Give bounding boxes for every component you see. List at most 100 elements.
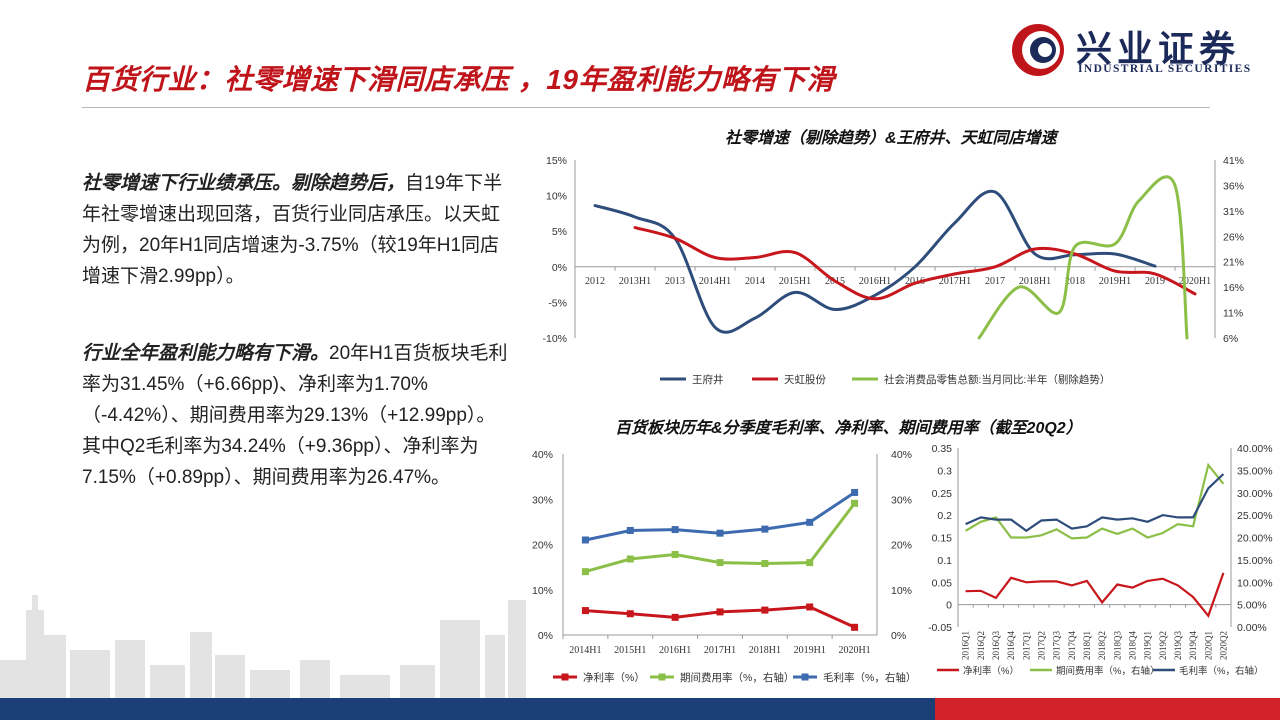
- data-point-2: [995, 516, 997, 518]
- data-point-2: [1154, 272, 1157, 275]
- data-point-3: [1138, 199, 1141, 202]
- y-tick-label-left: 0%: [552, 262, 567, 274]
- y-tick-label-right: 40.00%: [1237, 443, 1273, 455]
- data-point-2: [1177, 523, 1179, 525]
- data-point-2: [1034, 248, 1037, 251]
- y-tick-label-right: 11%: [1223, 308, 1243, 320]
- x-tick-label: 2018Q3: [1112, 631, 1122, 660]
- data-point-3: [1131, 517, 1133, 519]
- data-point-2: [754, 256, 757, 259]
- data-marker-3: [851, 488, 859, 496]
- x-tick-label: 2014H1: [699, 276, 731, 287]
- data-marker-2: [806, 559, 814, 567]
- legend-label-2: 期间费用率（%，右轴）: [680, 671, 794, 684]
- data-point-2: [1056, 528, 1058, 530]
- data-point-3: [1025, 530, 1027, 532]
- logo-english-name: INDUSTRIAL SECURITIES: [1078, 63, 1252, 75]
- y-tick-label-left: -10%: [542, 333, 567, 345]
- series-line-1: [965, 572, 1225, 619]
- data-marker-1: [761, 606, 769, 614]
- legend-label-1: 净利率（%）: [583, 671, 645, 684]
- data-point-3: [1162, 514, 1164, 516]
- data-marker-3: [716, 529, 724, 537]
- x-tick-label: 2018Q2: [1097, 631, 1107, 660]
- x-tick-label: 2015H1: [779, 276, 811, 287]
- data-point-2: [1192, 525, 1194, 527]
- data-point-1: [1040, 580, 1042, 582]
- y-tick-label-right: 0.00%: [1237, 622, 1267, 634]
- data-point-2: [1086, 537, 1088, 539]
- data-point-3: [1116, 519, 1118, 521]
- paragraph-1: 社零增速下行业绩承压。剔除趋势后，自19年下半年社零增速出现回落，百货行业同店承…: [82, 168, 512, 292]
- data-marker-1: [626, 610, 634, 618]
- data-point-2: [874, 297, 877, 300]
- y-tick-label-left: 10%: [532, 585, 553, 597]
- x-tick-label: 2016Q4: [1006, 631, 1016, 660]
- footer-bar-red: [935, 698, 1280, 720]
- data-point-1: [1056, 580, 1058, 582]
- data-point-1: [1025, 581, 1027, 583]
- y-tick-label-left: -5%: [548, 297, 567, 309]
- y-tick-label-right: 36%: [1223, 180, 1244, 192]
- y-tick-label-right: 31%: [1223, 206, 1244, 218]
- x-tick-label: 2016Q1: [961, 631, 971, 660]
- data-point-2: [1194, 292, 1197, 295]
- data-point-1: [1177, 584, 1179, 586]
- x-tick-label: 2017: [985, 276, 1005, 287]
- x-tick-label: 2020H1: [1179, 276, 1211, 287]
- data-point-1: [714, 326, 717, 329]
- data-point-1: [1116, 583, 1118, 585]
- brand-logo: 兴业证券 INDUSTRIAL SECURITIES: [1010, 20, 1265, 80]
- y-tick-label-right: 20.00%: [1237, 533, 1273, 545]
- x-tick-label: 2017Q2: [1036, 631, 1046, 660]
- data-point-1: [874, 294, 877, 297]
- data-point-1: [965, 590, 967, 592]
- data-point-2: [794, 251, 797, 254]
- y-tick-label-left: 5%: [552, 226, 567, 238]
- y-tick-label-left: 30%: [532, 494, 553, 506]
- data-point-2: [1074, 252, 1077, 255]
- legend-marker-3: [801, 673, 809, 681]
- y-tick-label-left: 0.3: [937, 465, 952, 477]
- y-tick-label-right: 10.00%: [1237, 577, 1273, 589]
- chart-quarterly-margins: -0.05 0 0.05 0.1 0.15 0.2 0.25 0.3 0.35 0.00% 5.00…: [928, 443, 1273, 677]
- data-point-1: [1147, 580, 1149, 582]
- x-tick-label: 2014: [745, 276, 765, 287]
- series-line-3: [977, 175, 1189, 340]
- data-point-1: [1086, 580, 1088, 582]
- legend-label-3: 毛利率（%，右轴）: [1179, 665, 1263, 677]
- chart-same-store-growth: -10% -5% 0% 5% 10% 15% 6% 11% 16% 21% 26% 31% 36% 41%…: [542, 155, 1244, 386]
- data-point-2: [1147, 537, 1149, 539]
- x-tick-label: 2012: [585, 276, 605, 287]
- x-tick-label: 2016H1: [859, 276, 891, 287]
- data-point-1: [834, 308, 837, 311]
- y-tick-label-right: 5.00%: [1237, 600, 1267, 612]
- y-tick-label-left: 0.05: [932, 577, 953, 589]
- data-point-3: [1056, 519, 1058, 521]
- data-point-2: [834, 280, 837, 283]
- x-tick-label: 2019: [1145, 276, 1165, 287]
- series-line-2: [633, 226, 1197, 301]
- y-tick-label-left: 20%: [532, 540, 553, 552]
- x-tick-label: 2019H1: [1099, 276, 1131, 287]
- data-point-1: [1222, 572, 1224, 574]
- data-marker-2: [581, 568, 589, 576]
- data-point-3: [1174, 184, 1177, 187]
- paragraph-2-lead: 行业全年盈利能力略有下滑。: [82, 343, 330, 364]
- x-tick-label: 2019Q3: [1173, 631, 1183, 660]
- skyline-decoration: [0, 595, 526, 700]
- logo-emblem-icon: [1012, 24, 1064, 76]
- legend-label-2: 天虹股份: [784, 374, 826, 386]
- data-point-1: [1207, 615, 1209, 617]
- data-point-2: [1040, 534, 1042, 536]
- data-point-3: [995, 519, 997, 521]
- x-tick-label: 2016H1: [659, 645, 691, 656]
- chart1-title: 社零增速（剔除趋势）&王府井、天虹同店增速: [725, 130, 1057, 147]
- y-tick-label-left: 0.25: [932, 488, 953, 500]
- data-point-1: [1114, 252, 1117, 255]
- x-tick-label: 2020Q1: [1203, 631, 1213, 660]
- y-tick-label-right: 10%: [891, 585, 912, 597]
- data-point-3: [1086, 525, 1088, 527]
- legend-label-3: 社会消费品零售总额:当月同比:半年（剔除趋势）: [884, 373, 1110, 386]
- y-tick-label-left: 10%: [546, 191, 567, 203]
